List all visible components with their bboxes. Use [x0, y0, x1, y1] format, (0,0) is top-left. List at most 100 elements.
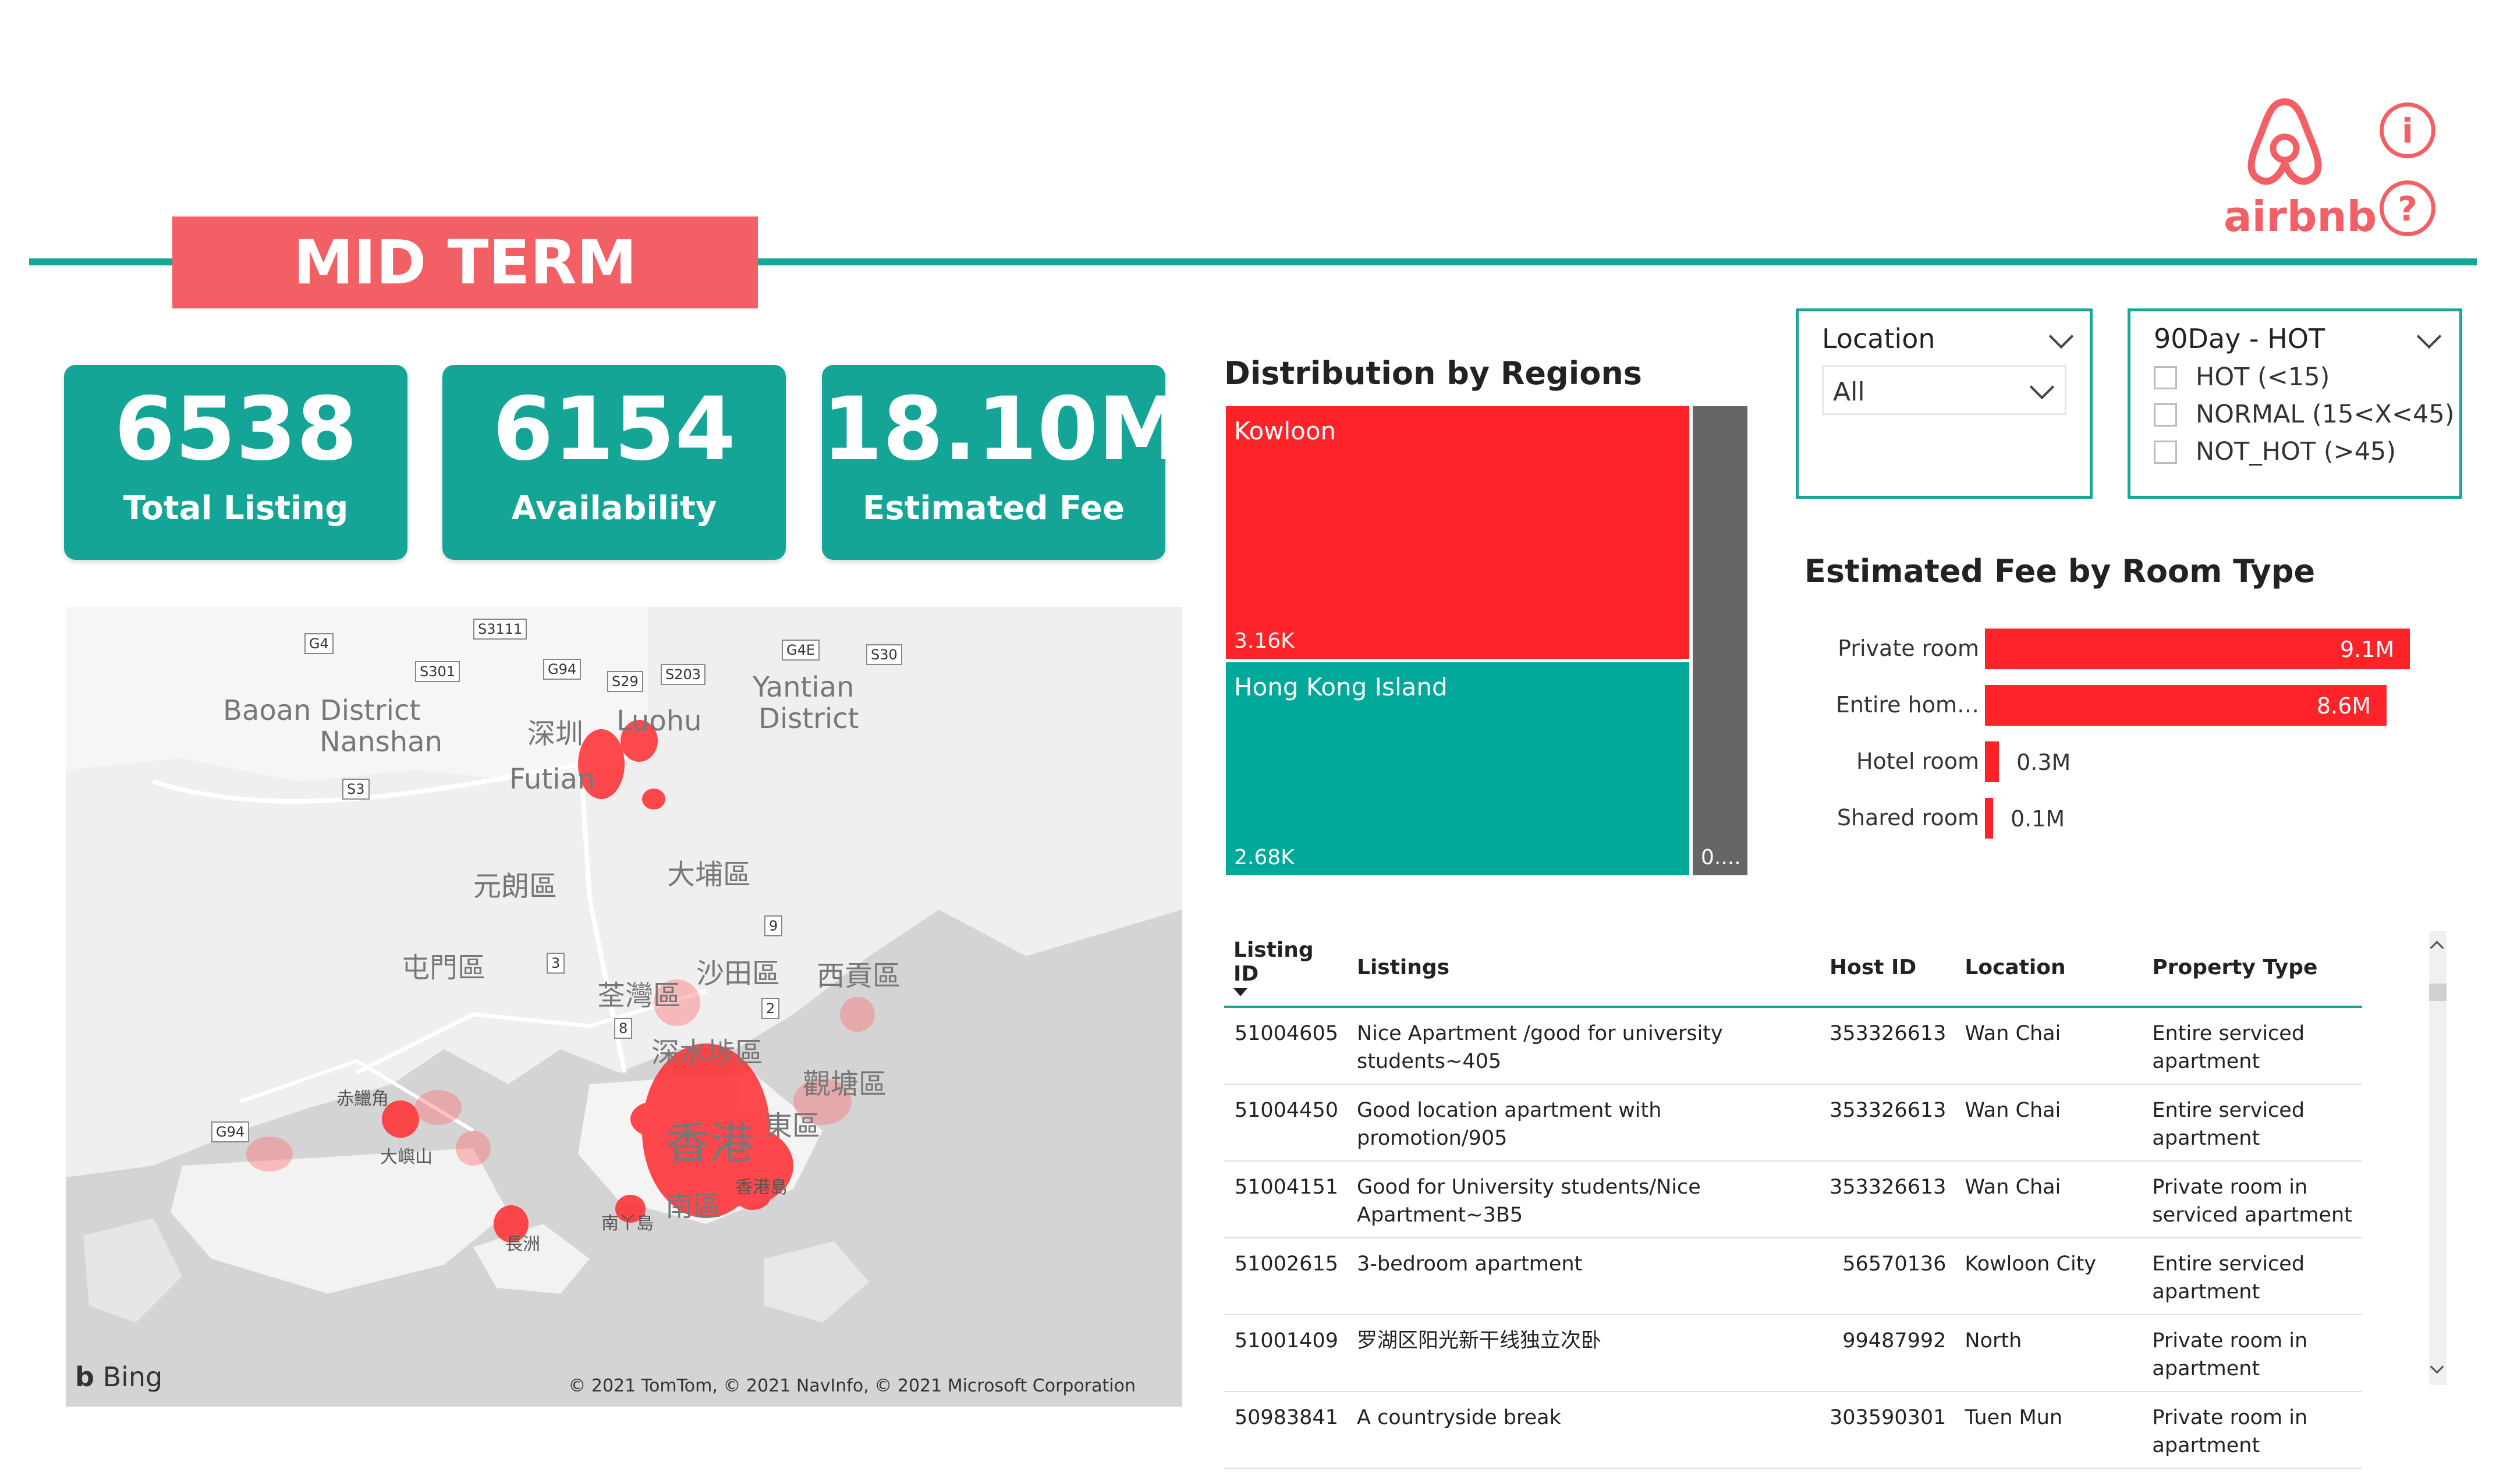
bar-hotel-room[interactable]: [1985, 741, 1999, 782]
table-header-row: Listing ID Listings Host ID Location Pro…: [1224, 925, 2362, 1008]
kpi-label: Availability: [511, 489, 717, 527]
option-hot-label[interactable]: HOT (<15): [2196, 363, 2330, 392]
road-shield-label: S3111: [473, 619, 527, 640]
table-cell: 51004605: [1224, 1007, 1348, 1085]
map-label-luohu: Luohu: [616, 705, 702, 737]
table-cell: 353326613: [1820, 1161, 1956, 1238]
map-label-taipo: 大埔區: [667, 858, 751, 891]
road-shield-label: G4: [304, 633, 334, 654]
treemap-tile-label: Hong Kong Island: [1234, 673, 1448, 701]
help-icon[interactable]: ?: [2380, 180, 2435, 236]
kpi-card-total-listing: 6538 Total Listing: [64, 365, 407, 560]
map-label-baoan: Baoan District: [223, 694, 421, 727]
scroll-up-icon[interactable]: [2430, 940, 2444, 955]
info-icon[interactable]: i: [2380, 102, 2435, 158]
column-header-location[interactable]: Location: [1955, 925, 2143, 1008]
bing-logo: b Bing: [75, 1361, 162, 1393]
map-attribution: © 2021 TomTom, © 2021 NavInfo, © 2021 Mi…: [568, 1376, 1136, 1396]
map-label-yuenlong: 元朗區: [473, 870, 558, 903]
chevron-down-icon: [2029, 374, 2055, 400]
table-cell: Entire serviced apartment: [2143, 1238, 2362, 1315]
bar-category-label: Shared room: [1837, 805, 1979, 830]
table-cell: 罗湖区阳光新干线独立次卧: [1348, 1315, 1820, 1392]
table-cell: 353326613: [1820, 1007, 1956, 1085]
map-label-saikung: 西貢區: [817, 960, 901, 992]
map-provider: Bing: [102, 1361, 163, 1393]
column-header-host-id[interactable]: Host ID: [1820, 925, 1956, 1008]
location-dropdown[interactable]: All: [1822, 365, 2066, 415]
room-type-bar-chart: Private room 9.1M Entire hom… 8.6M Hotel roo…: [1804, 629, 2445, 861]
table-cell: Wan Chai: [1955, 1007, 2143, 1085]
road-shield-label: S301: [415, 661, 460, 682]
kpi-label: Estimated Fee: [863, 489, 1125, 527]
sort-desc-icon[interactable]: [1233, 988, 1247, 996]
listing-heat-map[interactable]: Baoan District Nanshan Futian 深圳 Luohu Y…: [66, 607, 1182, 1407]
checkbox-hot[interactable]: [2154, 366, 2177, 389]
slicer-title: 90Day - HOT: [2154, 323, 2325, 354]
checkbox-not-hot[interactable]: [2154, 441, 2177, 464]
table-row[interactable]: 51004151 Good for University students/Nic…: [1224, 1161, 2362, 1238]
bar-private-room[interactable]: [1985, 629, 2410, 669]
map-label-tsuenwan: 荃灣區: [597, 979, 682, 1012]
table-cell: 99487992: [1820, 1315, 1956, 1392]
scrollbar-thumb[interactable]: [2429, 984, 2447, 1001]
chevron-down-icon[interactable]: [2048, 324, 2074, 349]
table-row[interactable]: 51002615 3-bedroom apartment 56570136 Kowlo…: [1224, 1238, 2362, 1315]
map-label-shatin: 沙田區: [696, 957, 781, 990]
table-cell: Nice Apartment /good for university stud…: [1348, 1007, 1820, 1085]
map-label-southern: 南區: [665, 1190, 722, 1223]
column-header-property-type[interactable]: Property Type: [2143, 925, 2362, 1008]
table-row[interactable]: 50983841 A countryside break 303590301 Tuen…: [1224, 1391, 2362, 1469]
bar-shared-room[interactable]: [1985, 798, 1993, 839]
table-scrollbar[interactable]: [2429, 931, 2447, 1385]
map-label-shamshuipo: 深水埗區: [651, 1036, 764, 1069]
table-cell: 50983841: [1224, 1391, 1348, 1469]
table-row[interactable]: 51001409 罗湖区阳光新干线独立次卧 99487992 North Private…: [1224, 1315, 2362, 1392]
road-shield-label: S3: [342, 779, 370, 800]
map-geography: [66, 607, 1182, 1407]
kpi-value: 6154: [492, 379, 736, 480]
table-cell: North: [1955, 1315, 2143, 1392]
hotness-slicer[interactable]: 90Day - HOT HOT (<15) NORMAL (15<X<45) N…: [2128, 308, 2462, 499]
map-label-shenzhen: 深圳: [527, 718, 584, 750]
map-label-futian: Futian: [509, 763, 595, 796]
table-cell: 303590301: [1820, 1391, 1956, 1469]
map-label-nanshan: Nanshan: [320, 726, 443, 758]
option-normal-label[interactable]: NORMAL (15<X<45): [2196, 400, 2455, 429]
table-cell: Private room in apartment: [2143, 1391, 2362, 1469]
column-header-listing-id[interactable]: Listing ID: [1224, 925, 1348, 1008]
location-selected-value: All: [1833, 377, 1865, 407]
table-cell: 56570136: [1820, 1238, 1956, 1315]
table-cell: 353326613: [1820, 1084, 1956, 1162]
column-header-listings[interactable]: Listings: [1348, 925, 1820, 1008]
table-cell: 51004450: [1224, 1084, 1348, 1162]
bar-entire-hom-[interactable]: [1985, 685, 2387, 726]
chevron-down-icon[interactable]: [2416, 324, 2442, 349]
map-label-lantau: 大嶼山: [380, 1147, 432, 1167]
bar-category-label: Hotel room: [1856, 748, 1979, 774]
option-not-hot-label[interactable]: NOT_HOT (>45): [2196, 437, 2396, 466]
bar-value-label: 8.6M: [2316, 693, 2371, 719]
bar-value-label: 0.3M: [2016, 750, 2071, 775]
scroll-down-icon[interactable]: [2430, 1359, 2444, 1374]
table-cell: Wan Chai: [1955, 1084, 2143, 1162]
treemap-tile-other[interactable]: 0....: [1691, 404, 1749, 877]
bing-icon: b: [75, 1361, 94, 1393]
slicer-title: Location: [1822, 323, 1935, 354]
road-shield-label: S29: [607, 671, 643, 692]
table-cell: Good location apartment with promotion/9…: [1348, 1084, 1820, 1162]
checkbox-normal[interactable]: [2154, 403, 2177, 427]
treemap-tile-value: 3.16K: [1234, 629, 1295, 653]
table-row[interactable]: 51004450 Good location apartment with pro…: [1224, 1084, 2362, 1162]
kpi-value: 6538: [114, 379, 357, 480]
road-shield-label: 3: [547, 953, 565, 974]
map-label-hongkong: 香港: [665, 1117, 754, 1169]
page-title-banner: MID TERM: [172, 216, 758, 308]
treemap-tile-hong-kong-island[interactable]: Hong Kong Island 2.68K: [1224, 661, 1691, 877]
table-cell: 51004151: [1224, 1161, 1348, 1238]
treemap-tile-kowloon[interactable]: Kowloon 3.16K: [1224, 404, 1691, 661]
road-shield-label: G94: [211, 1121, 250, 1142]
location-slicer[interactable]: Location All: [1796, 308, 2093, 499]
table-row[interactable]: 51004605 Nice Apartment /good for univers…: [1224, 1007, 2362, 1085]
table-cell: Wan Chai: [1955, 1161, 2143, 1238]
